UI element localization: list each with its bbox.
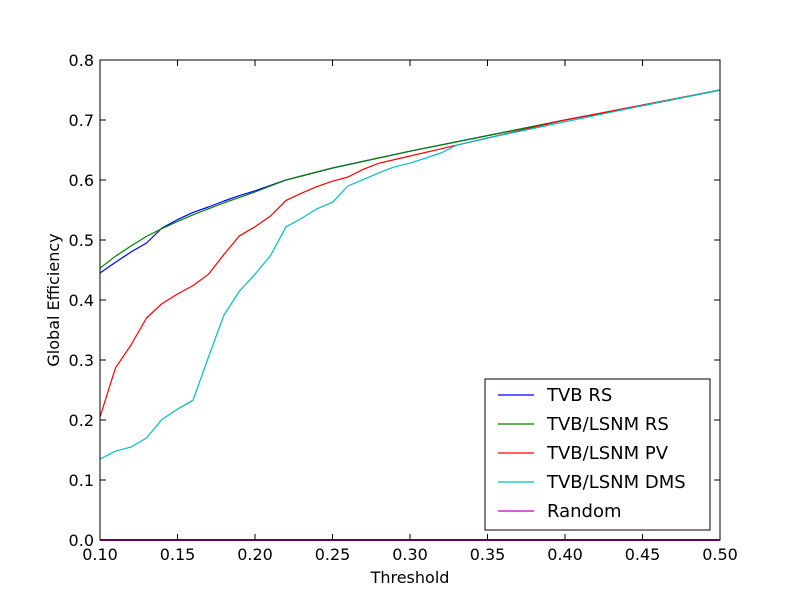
- legend-entries: TVB RS TVB/LSNM RS TVB/LSNM PV TVB/LSNM DMS…: [498, 385, 686, 522]
- legend-label: TVB/LSNM RS: [546, 414, 669, 435]
- x-tick-label: 0.40: [547, 545, 583, 564]
- y-tick-label: 0.0: [69, 531, 94, 550]
- legend-label: TVB RS: [546, 385, 612, 406]
- x-axis-label: Threshold: [370, 568, 450, 587]
- series-line-0: [99, 89, 721, 274]
- y-tick-label: 0.8: [69, 51, 94, 70]
- y-tick-label: 0.5: [69, 231, 94, 250]
- y-tick-label: 0.2: [69, 411, 94, 430]
- x-tick-label: 0.35: [470, 545, 506, 564]
- y-tick-label: 0.1: [69, 471, 94, 490]
- legend-box: [484, 378, 711, 531]
- x-tick-label: 0.10: [82, 545, 118, 564]
- y-axis-label: Global Efficiency: [44, 233, 63, 366]
- y-tick-label: 0.6: [69, 171, 94, 190]
- y-tick-label: 0.3: [69, 351, 94, 370]
- legend-label: TVB/LSNM PV: [546, 443, 669, 464]
- x-tick-label: 0.25: [315, 545, 351, 564]
- series-line-1: [99, 89, 721, 269]
- x-tick-label: 0.15: [160, 545, 196, 564]
- series-line-2: [99, 89, 721, 418]
- x-tick-label: 0.30: [392, 545, 428, 564]
- x-tick-label: 0.50: [702, 545, 738, 564]
- legend-label: Random: [547, 501, 622, 522]
- legend-label: TVB/LSNM DMS: [546, 472, 686, 493]
- legend: TVB RS TVB/LSNM RS TVB/LSNM PV TVB/LSNM DMS…: [484, 378, 711, 531]
- ticks-layer: 0.10 0.15 0.20 0.25 0.30 0.35 0.40 0.45 0.50 0.0 0…: [69, 51, 738, 564]
- series-line-3: [99, 89, 721, 460]
- x-tick-label: 0.45: [625, 545, 661, 564]
- y-tick-label: 0.7: [69, 111, 94, 130]
- x-tick-label: 0.20: [237, 545, 273, 564]
- y-tick-label: 0.4: [69, 291, 94, 310]
